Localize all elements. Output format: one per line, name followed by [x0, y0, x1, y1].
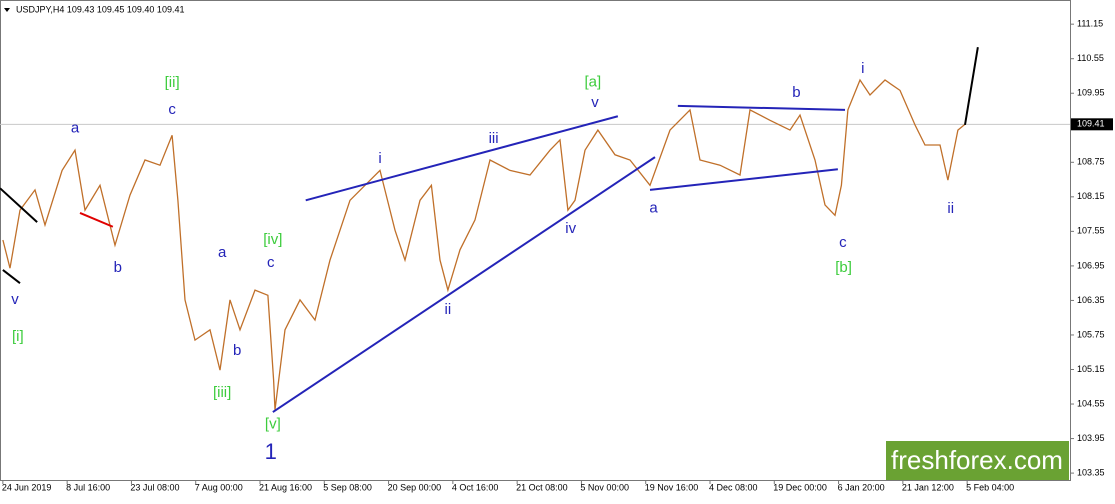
wave-label: i: [861, 60, 864, 77]
price-line: [2, 78, 966, 410]
wave-label: [iv]: [263, 231, 282, 248]
wave-label: ii: [947, 200, 954, 217]
wave-label: [iii]: [213, 384, 231, 401]
wave-label: i: [378, 150, 381, 167]
y-tick-label: 104.55: [1077, 398, 1105, 408]
wave-label: v: [11, 291, 19, 308]
y-tick-label: 105.15: [1077, 364, 1105, 374]
x-tick-label: 4 Oct 16:00: [452, 482, 499, 492]
x-tick-label: 5 Sep 08:00: [323, 482, 372, 492]
wave-label: [v]: [265, 416, 281, 433]
plot-frame: [0, 0, 1071, 481]
x-tick-label: 4 Dec 08:00: [709, 482, 758, 492]
trend-line: [305, 115, 619, 202]
trend-line: [272, 156, 656, 413]
trend-line: [677, 104, 846, 111]
menu-arrow[interactable]: [4, 8, 10, 12]
y-tick-label: 108.15: [1077, 191, 1105, 201]
x-tick-label: 21 Jan 12:00: [902, 482, 954, 492]
wave-label: [i]: [12, 328, 24, 345]
watermark: freshforex.com: [886, 441, 1069, 480]
x-tick-label: 21 Aug 16:00: [259, 482, 312, 492]
trend-line: [0, 187, 38, 223]
wave-label: iv: [565, 220, 576, 237]
y-tick-label: 105.75: [1077, 329, 1105, 339]
wave-label: b: [792, 84, 800, 101]
wave-label: c: [267, 254, 275, 271]
trend-line: [79, 212, 114, 228]
x-tick-label: 19 Dec 00:00: [773, 482, 827, 492]
wave-label: [ii]: [165, 74, 180, 91]
y-tick-label: 108.75: [1077, 157, 1105, 167]
wave-label: b: [233, 342, 241, 359]
wave-label: a: [71, 119, 80, 136]
x-tick-label: 5 Nov 00:00: [580, 482, 629, 492]
current-price-label: 109.41: [1077, 119, 1105, 129]
x-tick-label: 5 Feb 04:00: [966, 482, 1014, 492]
trend-line: [964, 47, 979, 126]
chart-title: USDJPY,H4 109.43 109.45 109.40 109.41: [16, 4, 184, 14]
watermark-text: freshforex.com: [891, 445, 1063, 475]
x-tick-label: 7 Aug 00:00: [195, 482, 243, 492]
wave-label: c: [168, 101, 176, 118]
trend-line: [2, 269, 21, 284]
y-tick-label: 111.15: [1077, 19, 1103, 29]
wave-label: 1: [265, 439, 277, 464]
watermark-box: [886, 441, 1069, 480]
x-tick-label: 20 Sep 00:00: [388, 482, 442, 492]
y-tick-label: 110.55: [1077, 53, 1104, 63]
y-tick-label: 103.35: [1077, 467, 1105, 477]
wave-label: [b]: [835, 259, 852, 276]
x-tick-label: 24 Jun 2019: [2, 482, 52, 492]
wave-label: c: [839, 234, 847, 251]
wave-label: b: [114, 259, 122, 276]
y-tick-label: 103.95: [1077, 433, 1105, 443]
current-price-box: [1071, 118, 1113, 131]
y-tick-label: 109.95: [1077, 88, 1105, 98]
y-tick-label: 106.35: [1077, 295, 1105, 305]
trend-line: [649, 168, 838, 191]
wave-label: a: [649, 199, 658, 216]
wave-label: v: [591, 94, 599, 111]
x-tick-label: 8 Jul 16:00: [66, 482, 110, 492]
x-tick-label: 23 Jul 08:00: [130, 482, 179, 492]
y-tick-label: 106.95: [1077, 260, 1105, 270]
wave-label: a: [218, 244, 227, 261]
wave-label: [a]: [585, 73, 602, 90]
wave-label: iii: [489, 130, 499, 147]
x-tick-label: 6 Jan 20:00: [838, 482, 885, 492]
x-tick-label: 19 Nov 16:00: [645, 482, 699, 492]
x-tick-label: 21 Oct 08:00: [516, 482, 568, 492]
y-tick-label: 107.55: [1077, 226, 1105, 236]
wave-label: ii: [445, 301, 452, 318]
